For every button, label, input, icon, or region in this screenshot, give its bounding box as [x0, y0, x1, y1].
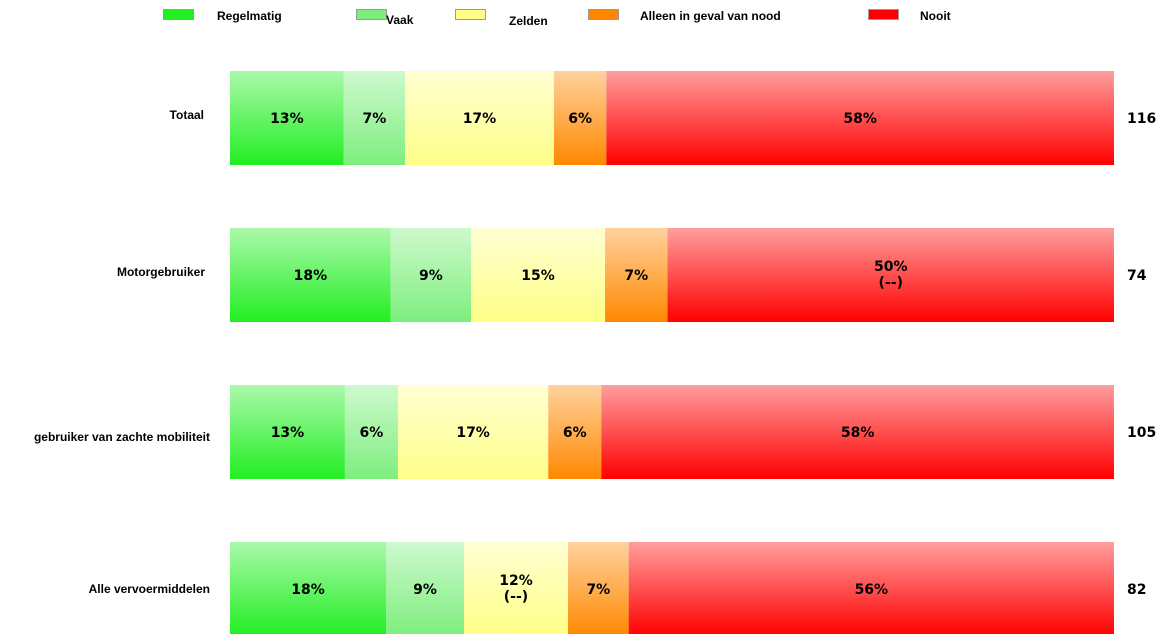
segment-value-label: 6%: [563, 425, 587, 441]
segment-value-label: 12% (--): [499, 573, 533, 605]
segment-value-label: 13%: [271, 425, 305, 441]
bar-segment-alleen-in-geval-van-nood: [553, 71, 607, 165]
bar-row-gebruiker-van-zachte-mobiliteit: gebruiker van zachte mobiliteit 13% 6% 17% 6…: [34, 385, 1156, 479]
segment-value-label: 56%: [855, 582, 889, 598]
legend-swatch: [455, 9, 486, 20]
bar-segment-vaak: [390, 228, 472, 322]
bar-segment-vaak: [386, 542, 464, 634]
legend-label: Zelden: [509, 14, 548, 28]
legend: Regelmatig Vaak Zelden Alleen in geval van …: [0, 0, 1165, 40]
bar-row-motorgebruiker: Motorgebruiker 18% 9% 15% 7% 50% (--) 74: [117, 228, 1147, 322]
legend-swatch: [163, 9, 194, 20]
bar-segment-zelden: [471, 228, 606, 322]
bar-row-alle-vervoermiddelen: Alle vervoermiddelen 18% 9% 12% (--) 7% 56% 82: [89, 542, 1146, 634]
bar-segment-regelmatig: [230, 542, 386, 634]
category-label: gebruiker van zachte mobiliteit: [34, 430, 210, 444]
total-count-label: 74: [1127, 268, 1147, 284]
bar-segment-nooit: [628, 542, 1114, 634]
segment-value-label: 50% (--): [874, 259, 908, 291]
segment-value-label: 6%: [360, 425, 384, 441]
segment-value-label: 6%: [568, 111, 592, 127]
segment-value-label: 7%: [586, 582, 610, 598]
bar-segment-nooit: [601, 385, 1114, 479]
bar-segment-vaak: [344, 385, 398, 479]
segment-value-label: 17%: [456, 425, 490, 441]
segment-value-label: 58%: [841, 425, 875, 441]
segment-value-label: 15%: [521, 268, 555, 284]
category-label: Alle vervoermiddelen: [89, 582, 210, 596]
bar-segment-alleen-in-geval-van-nood: [548, 385, 602, 479]
bar-segment-nooit: [606, 71, 1114, 165]
total-count-label: 105: [1127, 425, 1156, 441]
segment-value-label: 7%: [363, 111, 387, 127]
bar-segment-regelmatig: [230, 228, 391, 322]
bar-segment-nooit: [667, 228, 1114, 322]
legend-label: Alleen in geval van nood: [640, 9, 781, 23]
bar-segment-regelmatig: [230, 385, 345, 479]
legend-label: Nooit: [920, 9, 951, 23]
bar-segment-regelmatig: [230, 71, 344, 165]
bar-row-totaal: Totaal 13% 7% 17% 6% 58% 116: [170, 71, 1156, 165]
segment-value-label: 17%: [463, 111, 497, 127]
total-count-label: 116: [1127, 111, 1156, 127]
segment-value-label: 9%: [413, 582, 437, 598]
segment-value-label: 7%: [624, 268, 648, 284]
legend-label: Regelmatig: [217, 9, 282, 23]
legend-label: Vaak: [386, 13, 414, 27]
legend-swatch: [868, 9, 899, 20]
bar-segment-alleen-in-geval-van-nood: [605, 228, 668, 322]
category-label: Motorgebruiker: [117, 265, 205, 279]
category-label: Totaal: [170, 108, 204, 122]
segment-value-label: 9%: [419, 268, 443, 284]
segment-value-label: 58%: [843, 111, 877, 127]
total-count-label: 82: [1127, 582, 1146, 598]
bar-segment-zelden: [464, 542, 568, 634]
segment-value-label: 18%: [294, 268, 328, 284]
segment-value-label: 13%: [270, 111, 304, 127]
bar-segment-vaak: [343, 71, 406, 165]
legend-swatch: [356, 9, 387, 20]
bar-segment-zelden: [397, 385, 549, 479]
bar-segment-zelden: [405, 71, 554, 165]
segment-value-label: 18%: [291, 582, 325, 598]
legend-swatch: [588, 9, 619, 20]
bar-segment-alleen-in-geval-van-nood: [568, 542, 629, 634]
